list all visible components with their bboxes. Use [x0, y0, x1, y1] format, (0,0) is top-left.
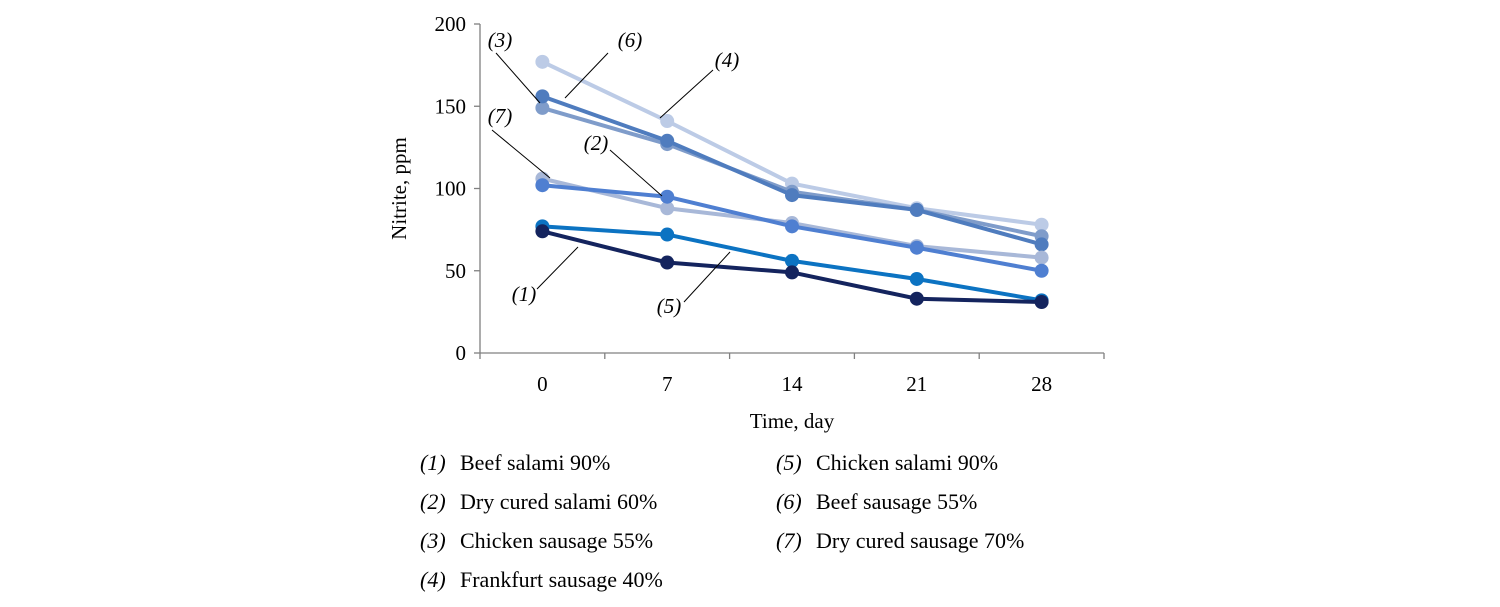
legend-item-label: Chicken salami 90%: [816, 450, 999, 475]
y-tick-label: 150: [435, 94, 467, 118]
data-point: [1034, 250, 1049, 265]
series-callout-label: (3): [488, 28, 513, 52]
data-point: [1034, 295, 1049, 310]
legend-item: (3) Chicken sausage 55%: [420, 528, 653, 558]
legend-item: (1) Beef salami 90%: [420, 450, 610, 480]
series-callout-label: (5): [657, 294, 682, 318]
x-tick-label: 28: [1031, 372, 1052, 396]
legend-item: (7) Dry cured sausage 70%: [776, 528, 1024, 558]
series-callout-label: (4): [715, 48, 740, 72]
data-point: [660, 133, 675, 148]
legend-item: (5) Chicken salami 90%: [776, 450, 998, 480]
data-point: [785, 253, 799, 268]
x-tick-label: 21: [906, 372, 927, 396]
x-tick-label: 0: [537, 372, 548, 396]
data-point: [535, 100, 550, 115]
series-lines: [535, 54, 1049, 310]
series-callout-label: (7): [488, 104, 513, 128]
series-callout-label: (1): [512, 282, 537, 306]
legend-item-id: (2): [420, 489, 446, 514]
x-axis-title: Time, day: [750, 409, 835, 433]
data-point: [535, 54, 550, 69]
legend-item-label: Beef salami 90%: [460, 450, 611, 475]
y-tick-label: 50: [445, 259, 466, 283]
series-5: [535, 89, 1049, 252]
data-point: [1034, 263, 1049, 278]
y-tick-label: 0: [456, 341, 467, 365]
legend-item-id: (5): [776, 450, 802, 475]
series-callout-label: (6): [618, 28, 643, 52]
data-point: [785, 219, 799, 234]
callout-leader: [683, 251, 731, 303]
legend-item: (6) Beef sausage 55%: [776, 489, 977, 519]
callout-leader: [659, 69, 714, 119]
data-point: [535, 89, 550, 104]
series-0: [535, 224, 1049, 310]
data-point: [909, 240, 924, 255]
legend-item-id: (3): [420, 528, 446, 553]
legend-item: (4) Frankfurt sausage 40%: [420, 567, 663, 597]
data-point: [660, 255, 675, 270]
x-tick-label: 7: [662, 372, 673, 396]
data-point: [535, 178, 550, 193]
data-point: [1034, 217, 1049, 232]
legend-item-label: Frankfurt sausage 40%: [460, 567, 663, 592]
legend-item-id: (4): [420, 567, 446, 592]
legend-item-label: Beef sausage 55%: [816, 489, 978, 514]
series-1: [535, 178, 1049, 278]
data-point: [909, 291, 924, 306]
data-point: [909, 271, 924, 286]
legend-item-label: Dry cured sausage 70%: [816, 528, 1025, 553]
data-point: [785, 265, 799, 280]
legend-item-id: (7): [776, 528, 802, 553]
y-tick-label: 100: [435, 177, 467, 201]
series-3: [535, 54, 1049, 232]
callout-leader: [536, 246, 579, 290]
legend-item-label: Dry cured salami 60%: [460, 489, 658, 514]
axes: 0 50 100 150 200 0 7 14 21 28 Time, day Nitrite, pp…: [387, 12, 1105, 433]
callout-leader: [564, 52, 609, 99]
x-tick-label: 14: [782, 372, 804, 396]
legend-item-id: (1): [420, 450, 446, 475]
data-point: [660, 227, 675, 242]
y-axis-title: Nitrite, ppm: [387, 137, 411, 240]
series-callout-label: (2): [584, 131, 609, 155]
y-tick-label: 200: [435, 12, 467, 36]
series-callouts: (1) (2) (3) (4) (5) (6) (7): [488, 28, 740, 318]
data-point: [660, 189, 675, 204]
callout-leader: [495, 52, 541, 104]
callout-leader: [609, 149, 663, 197]
data-point: [1034, 237, 1049, 252]
legend-item-id: (6): [776, 489, 802, 514]
data-point: [660, 114, 675, 129]
data-point: [535, 224, 550, 239]
data-point: [909, 202, 924, 217]
data-point: [785, 188, 799, 203]
legend-item: (2) Dry cured salami 60%: [420, 489, 657, 519]
callout-leader: [491, 129, 551, 179]
legend-item-label: Chicken sausage 55%: [460, 528, 654, 553]
data-point: [660, 201, 675, 216]
